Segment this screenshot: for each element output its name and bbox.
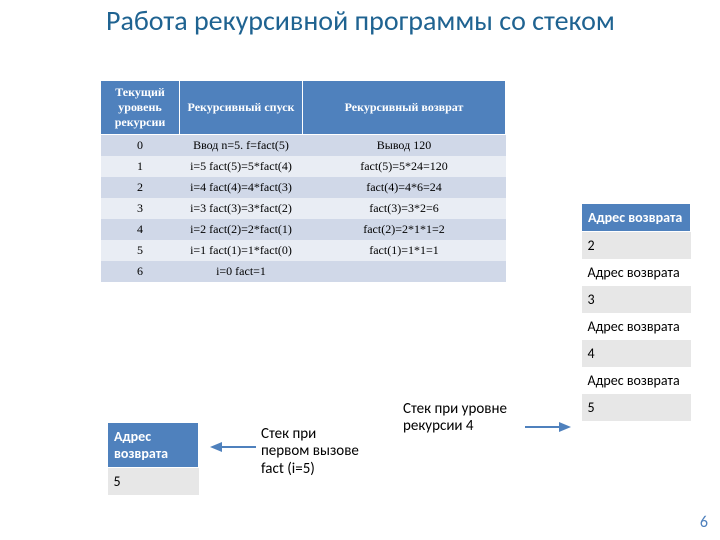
table-row: 5i=1 fact(1)=1*fact(0)fact(1)=1*1=1 [101, 240, 506, 261]
caption-stack-level4: Стек при уровне рекурсии 4 [403, 401, 513, 436]
stack-cell: Адрес возврата [582, 259, 691, 286]
stack-cell: 4 [582, 340, 691, 367]
stack-cell: 5 [108, 468, 199, 496]
page-number: 6 [700, 513, 708, 532]
caption-stack-first-call: Стек при первом вызове fact (i=5) [261, 426, 361, 478]
stack-cell: 5 [582, 394, 691, 421]
recursion-table: Текущий уровень рекурсии Рекурсивный спу… [100, 80, 506, 282]
col-header-return: Рекурсивный возврат [303, 81, 506, 135]
stack-header: Адрес возврата [582, 204, 691, 232]
table-row: 3i=3 fact(3)=3*fact(2)fact(3)=3*2=6 [101, 198, 506, 219]
table-row: 6i=0 fact=1 [101, 261, 506, 282]
arrow-right-icon [523, 420, 571, 434]
stack-large: Адрес возврата 2 Адрес возврата 3 Адрес … [581, 203, 691, 421]
table-row: 2i=4 fact(4)=4*fact(3)fact(4)=4*6=24 [101, 177, 506, 198]
stack-cell: Адрес возврата [582, 367, 691, 394]
col-header-level: Текущий уровень рекурсии [101, 81, 180, 135]
stack-cell: 2 [582, 232, 691, 260]
stack-header: Адрес возврата [108, 423, 199, 468]
col-header-descent: Рекурсивный спуск [180, 81, 303, 135]
table-row: 4i=2 fact(2)=2*fact(1)fact(2)=2*1*1=2 [101, 219, 506, 240]
stack-cell: 3 [582, 286, 691, 313]
stack-small: Адрес возврата 5 [107, 422, 199, 495]
slide-title: Работа рекурсивной программы со стеком [106, 6, 666, 37]
table-row: 0Ввод n=5. f=fact(5)Вывод 120 [101, 135, 506, 157]
arrow-left-icon [210, 440, 258, 454]
stack-cell: Адрес возврата [582, 313, 691, 340]
table-row: 1i=5 fact(5)=5*fact(4)fact(5)=5*24=120 [101, 156, 506, 177]
